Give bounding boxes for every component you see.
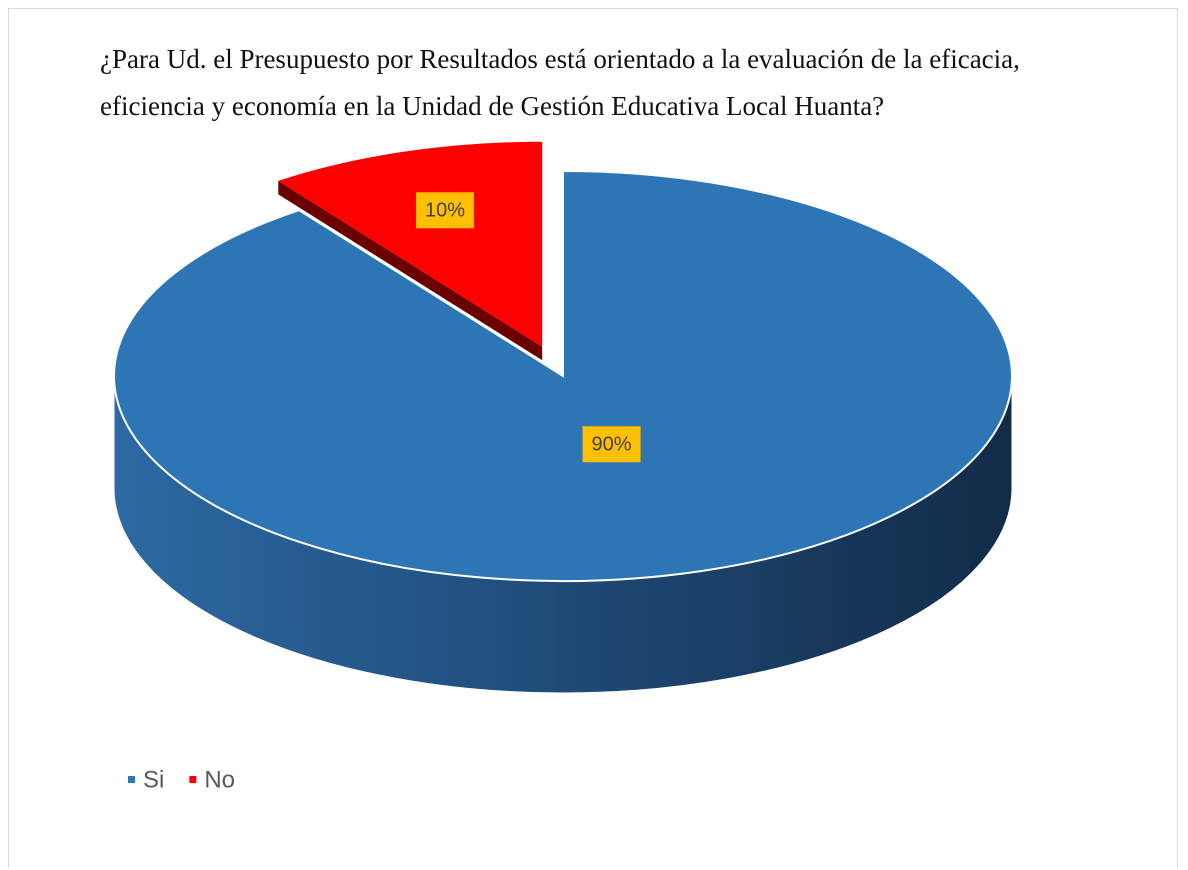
slice — [113, 169, 1014, 582]
data-label: 90% — [592, 434, 632, 456]
slice — [278, 141, 543, 347]
legend-swatch — [128, 776, 135, 783]
legend-label: No — [204, 766, 235, 793]
data-label: 10% — [425, 200, 465, 222]
data-label-bg — [416, 192, 475, 229]
legend-swatch — [189, 776, 197, 783]
chart-frame — [8, 8, 1178, 868]
data-label-bg — [582, 426, 641, 463]
chart-title: ¿Para Ud. el Presupuesto por Resultados … — [100, 44, 1020, 121]
slice-side — [278, 180, 543, 361]
legend-label: Si — [143, 766, 164, 793]
